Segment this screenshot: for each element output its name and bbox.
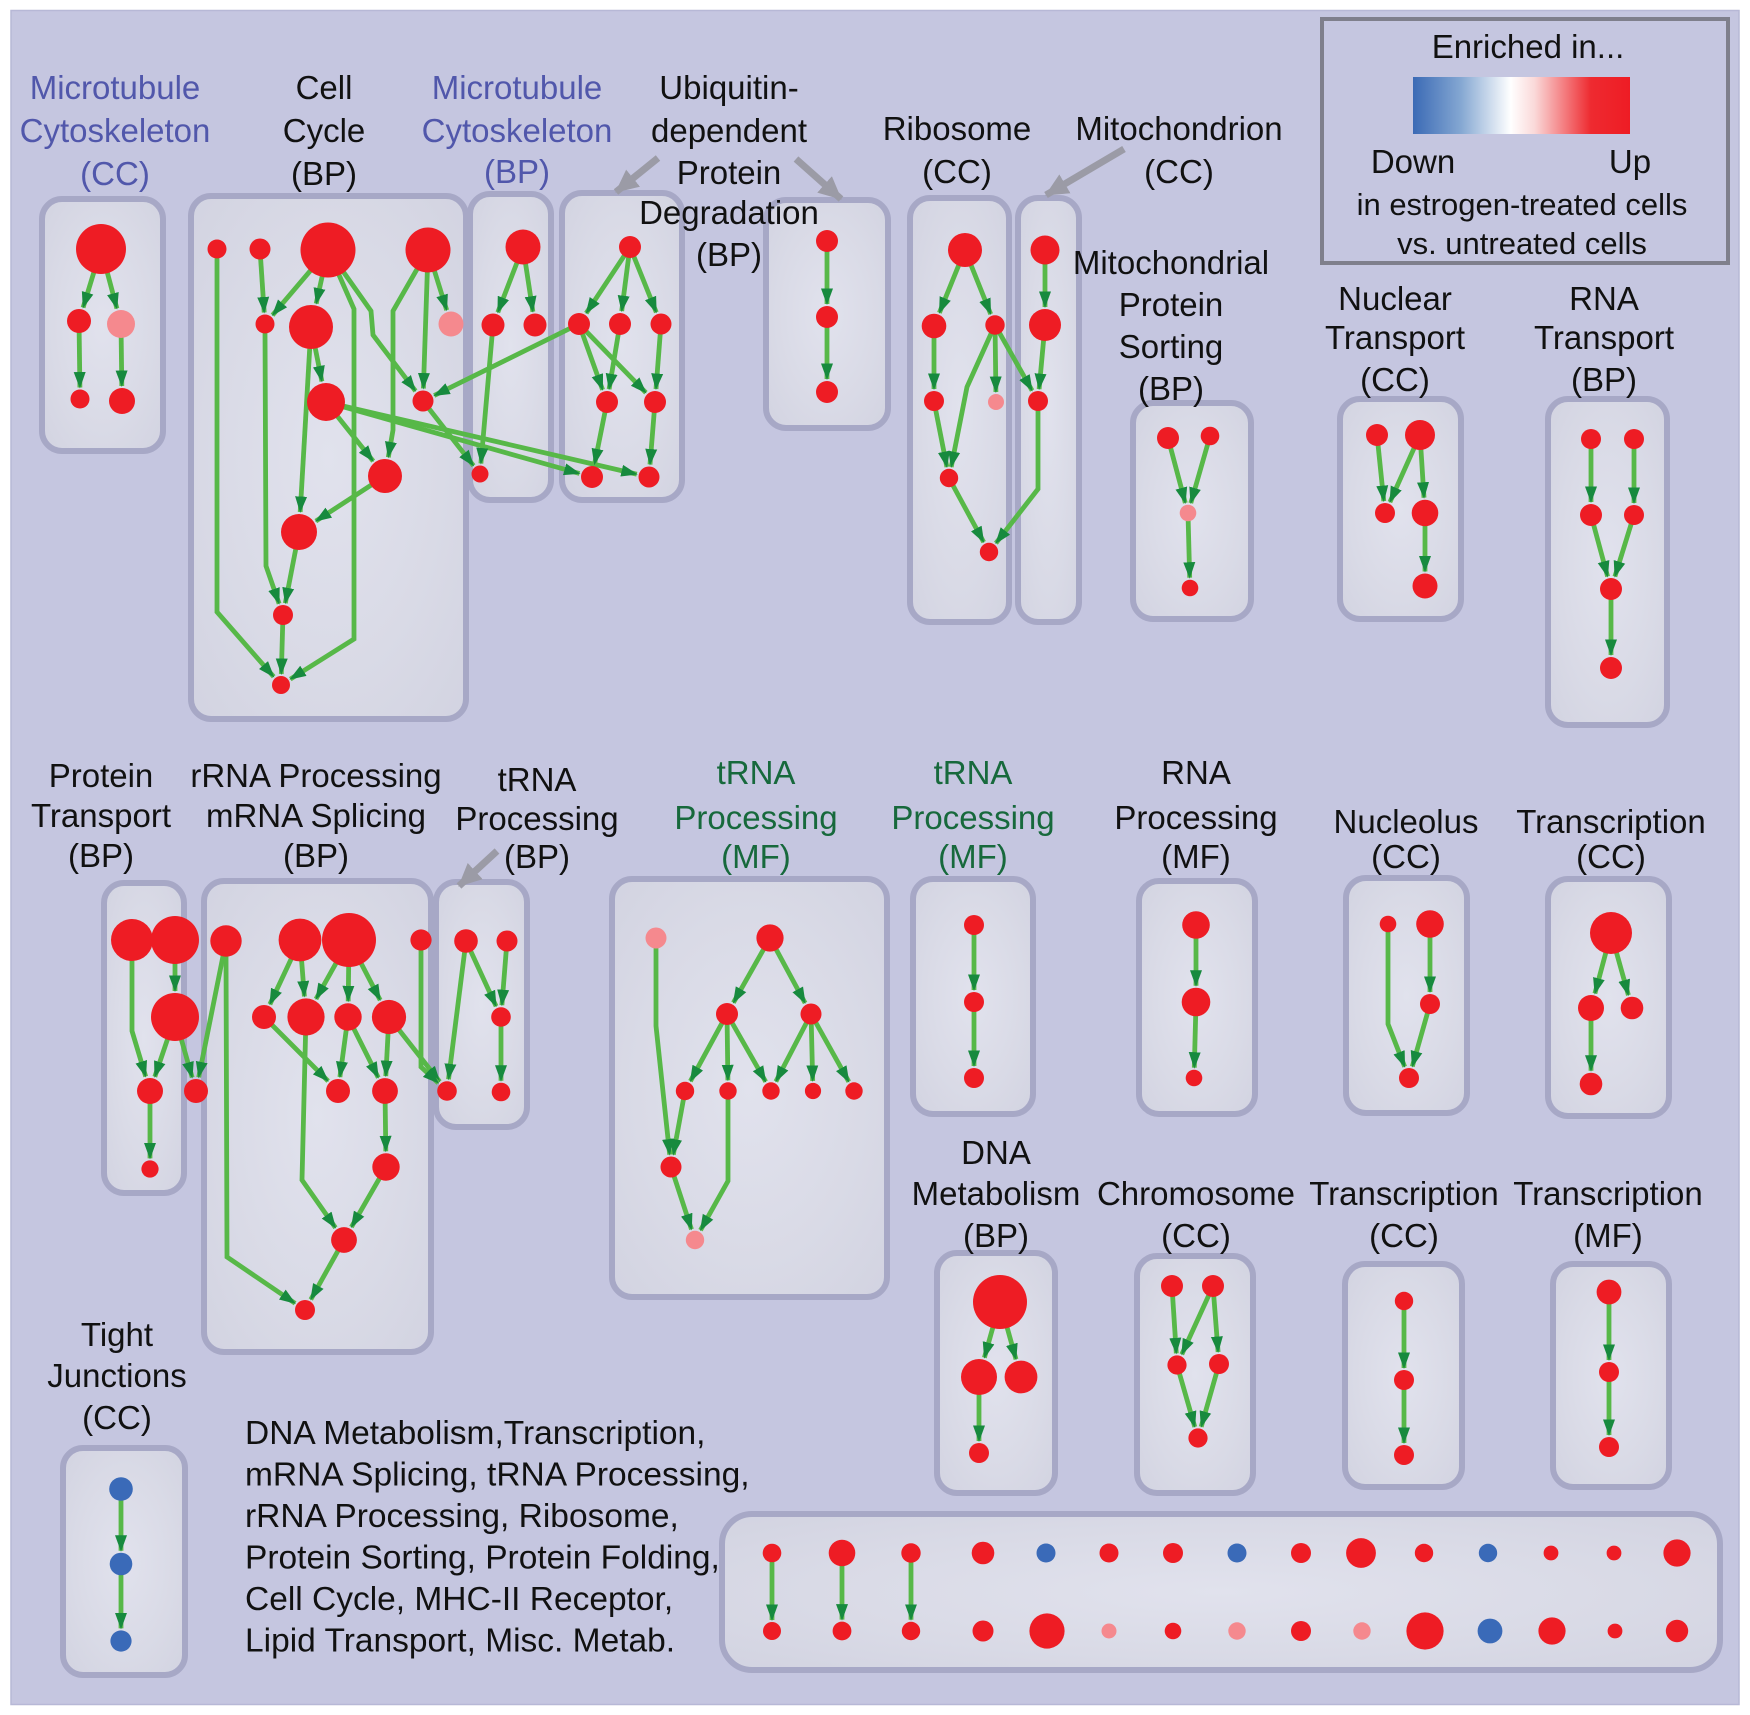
svg-text:(BP): (BP) bbox=[1571, 361, 1637, 398]
svg-text:Lipid Transport, Misc. Metab.: Lipid Transport, Misc. Metab. bbox=[245, 1623, 675, 1660]
svg-text:(BP): (BP) bbox=[68, 837, 134, 874]
svg-text:Processing: Processing bbox=[891, 799, 1054, 836]
svg-text:Sorting: Sorting bbox=[1119, 328, 1224, 365]
svg-text:DNA Metabolism,Transcription,: DNA Metabolism,Transcription, bbox=[245, 1415, 705, 1452]
svg-text:vs. untreated cells: vs. untreated cells bbox=[1397, 226, 1647, 261]
svg-text:RNA: RNA bbox=[1569, 280, 1639, 317]
svg-text:tRNA: tRNA bbox=[934, 754, 1013, 791]
svg-text:Processing: Processing bbox=[1114, 799, 1277, 836]
svg-text:Tight: Tight bbox=[81, 1316, 153, 1353]
svg-text:in estrogen-treated cells: in estrogen-treated cells bbox=[1357, 187, 1688, 222]
svg-text:Mitochondrion: Mitochondrion bbox=[1075, 110, 1282, 147]
svg-text:Nucleolus: Nucleolus bbox=[1334, 803, 1479, 840]
svg-text:Transcription: Transcription bbox=[1309, 1175, 1499, 1212]
svg-text:Junctions: Junctions bbox=[47, 1357, 186, 1394]
svg-text:(CC): (CC) bbox=[1161, 1217, 1231, 1254]
svg-text:(CC): (CC) bbox=[82, 1399, 152, 1436]
svg-text:Metabolism: Metabolism bbox=[912, 1175, 1081, 1212]
svg-text:dependent: dependent bbox=[651, 112, 807, 149]
svg-text:Protein: Protein bbox=[1119, 286, 1224, 323]
svg-text:Processing: Processing bbox=[455, 800, 618, 837]
svg-text:Up: Up bbox=[1609, 143, 1651, 180]
svg-text:(CC): (CC) bbox=[1576, 838, 1646, 875]
svg-text:(CC): (CC) bbox=[1371, 838, 1441, 875]
svg-text:RNA: RNA bbox=[1161, 754, 1231, 791]
svg-text:(BP): (BP) bbox=[1138, 370, 1204, 407]
svg-text:(BP): (BP) bbox=[291, 155, 357, 192]
svg-text:Cell Cycle, MHC-II Receptor,: Cell Cycle, MHC-II Receptor, bbox=[245, 1581, 673, 1618]
svg-text:(BP): (BP) bbox=[283, 837, 349, 874]
svg-text:Ubiquitin-: Ubiquitin- bbox=[659, 69, 798, 106]
svg-text:Cytoskeleton: Cytoskeleton bbox=[422, 112, 613, 149]
svg-text:rRNA Processing: rRNA Processing bbox=[190, 757, 441, 794]
svg-text:(MF): (MF) bbox=[1161, 838, 1231, 875]
svg-text:(MF): (MF) bbox=[721, 838, 791, 875]
svg-text:Transport: Transport bbox=[31, 797, 171, 834]
svg-text:Transcription: Transcription bbox=[1516, 803, 1706, 840]
svg-text:Ribosome: Ribosome bbox=[883, 110, 1032, 147]
svg-text:(CC): (CC) bbox=[1369, 1217, 1439, 1254]
svg-text:(MF): (MF) bbox=[938, 838, 1008, 875]
svg-text:Chromosome: Chromosome bbox=[1097, 1175, 1295, 1212]
svg-text:Protein: Protein bbox=[677, 154, 782, 191]
svg-text:tRNA: tRNA bbox=[717, 754, 796, 791]
svg-text:Transcription: Transcription bbox=[1513, 1175, 1703, 1212]
svg-text:(BP): (BP) bbox=[484, 153, 550, 190]
svg-text:Enriched in...: Enriched in... bbox=[1432, 28, 1625, 65]
svg-text:Microtubule: Microtubule bbox=[432, 69, 603, 106]
svg-text:Mitochondrial: Mitochondrial bbox=[1073, 244, 1269, 281]
svg-text:(CC): (CC) bbox=[922, 153, 992, 190]
svg-text:Cell: Cell bbox=[296, 69, 353, 106]
svg-text:Protein: Protein bbox=[49, 757, 154, 794]
svg-text:(CC): (CC) bbox=[1144, 153, 1214, 190]
svg-text:Transport: Transport bbox=[1534, 319, 1674, 356]
svg-text:DNA: DNA bbox=[961, 1134, 1031, 1171]
svg-text:Transport: Transport bbox=[1325, 319, 1465, 356]
svg-text:mRNA Splicing: mRNA Splicing bbox=[206, 797, 426, 834]
svg-text:Protein Sorting, Protein Foldi: Protein Sorting, Protein Folding, bbox=[245, 1540, 720, 1577]
svg-text:Down: Down bbox=[1371, 143, 1455, 180]
svg-text:(BP): (BP) bbox=[963, 1217, 1029, 1254]
svg-text:(BP): (BP) bbox=[696, 236, 762, 273]
svg-text:Processing: Processing bbox=[674, 799, 837, 836]
svg-text:Cytoskeleton: Cytoskeleton bbox=[20, 112, 211, 149]
svg-text:(CC): (CC) bbox=[1360, 361, 1430, 398]
svg-text:Cycle: Cycle bbox=[283, 112, 366, 149]
svg-text:mRNA Splicing, tRNA Processing: mRNA Splicing, tRNA Processing, bbox=[245, 1457, 750, 1494]
svg-text:(BP): (BP) bbox=[504, 838, 570, 875]
svg-text:rRNA Processing, Ribosome,: rRNA Processing, Ribosome, bbox=[245, 1498, 679, 1535]
svg-text:(CC): (CC) bbox=[80, 155, 150, 192]
svg-text:Nuclear: Nuclear bbox=[1338, 280, 1452, 317]
svg-text:Degradation: Degradation bbox=[639, 194, 819, 231]
svg-text:(MF): (MF) bbox=[1573, 1217, 1643, 1254]
svg-text:Microtubule: Microtubule bbox=[30, 69, 201, 106]
svg-text:tRNA: tRNA bbox=[498, 761, 577, 798]
